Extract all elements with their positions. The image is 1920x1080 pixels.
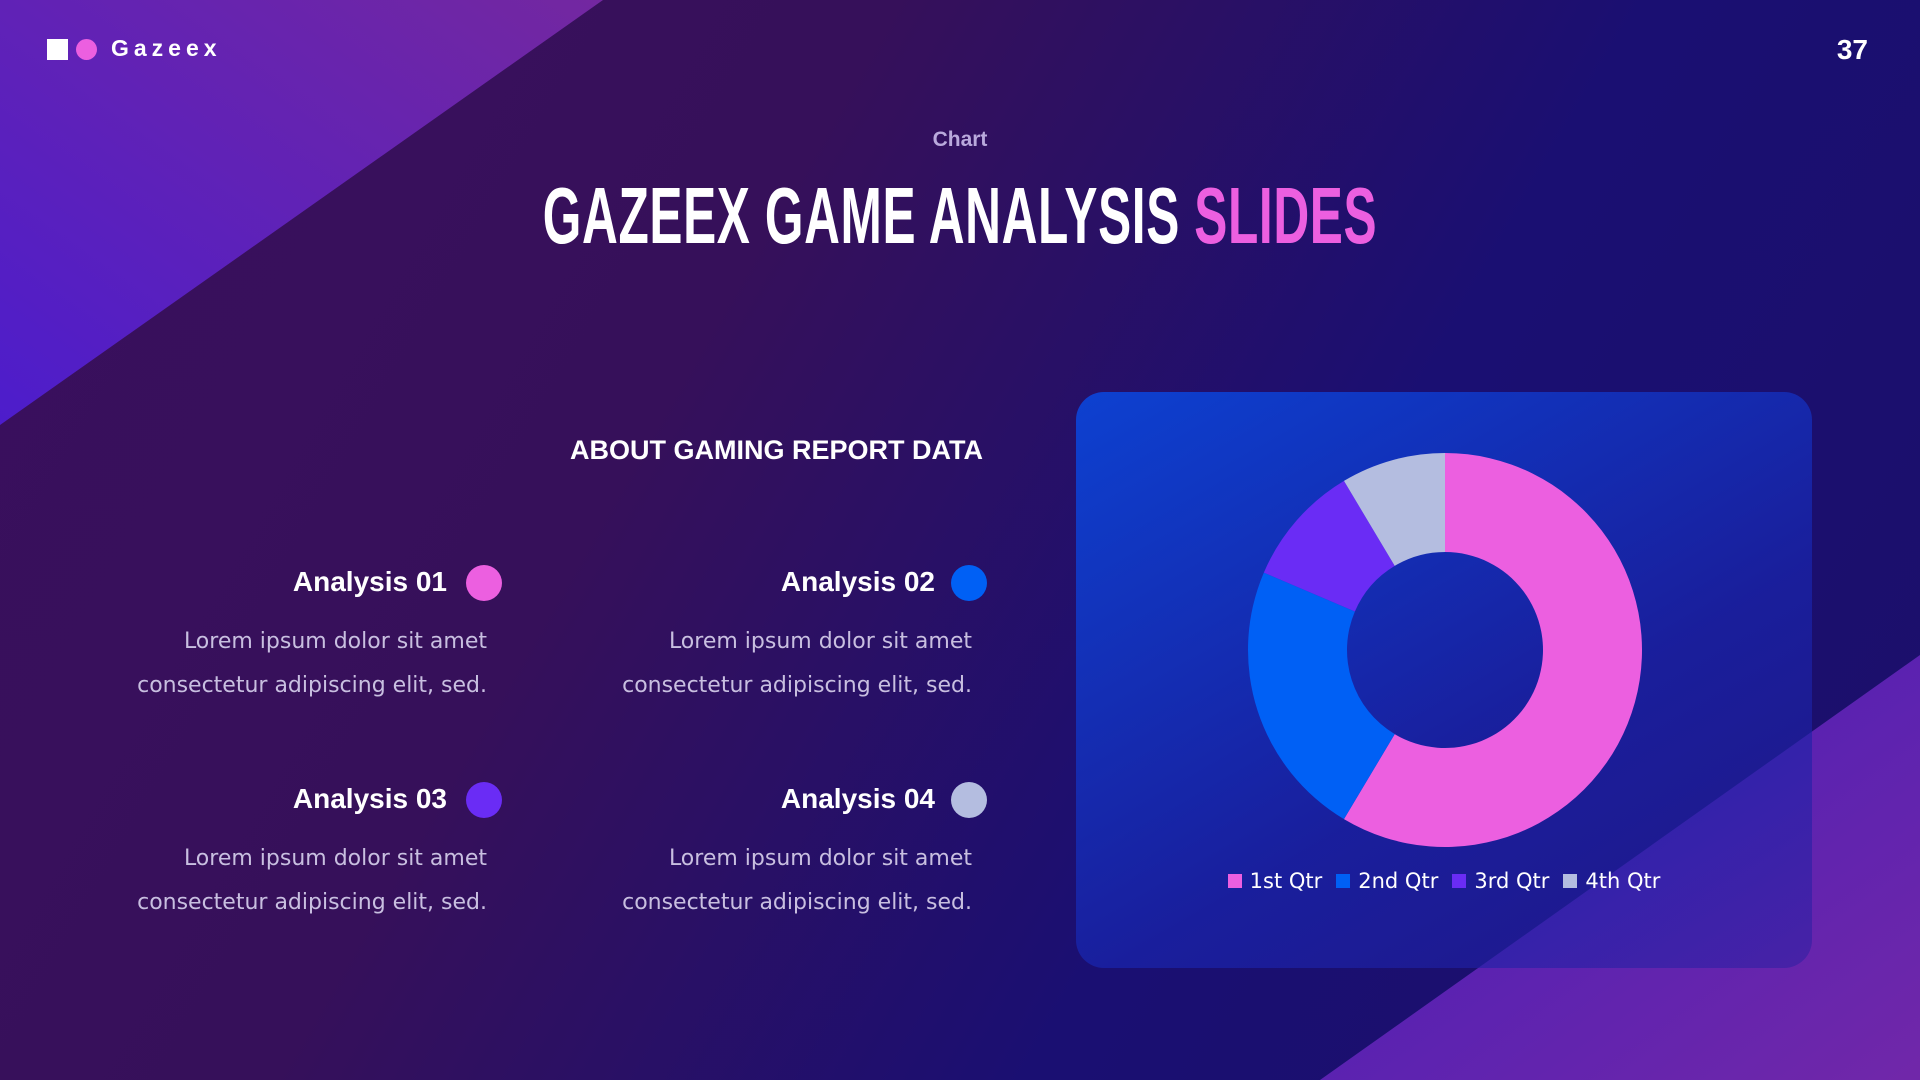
analysis-description: Lorem ipsum dolor sit amet consectetur a… xyxy=(622,620,972,708)
page-number: 37 xyxy=(1836,34,1868,65)
analysis-color-dot xyxy=(951,565,987,601)
legend-label: 2nd Qtr xyxy=(1358,869,1439,893)
analysis-color-dot xyxy=(951,782,987,818)
legend-swatch xyxy=(1227,874,1242,888)
legend-label: 1st Qtr xyxy=(1249,869,1323,893)
legend-item: 1st Qtr xyxy=(1227,869,1323,893)
donut-slice-3 xyxy=(1263,480,1395,612)
description-line: consectetur adipiscing elit, sed. xyxy=(622,673,972,698)
legend-label: 3rd Qtr xyxy=(1474,869,1550,893)
description-line: Lorem ipsum dolor sit amet xyxy=(183,629,487,654)
description-line: consectetur adipiscing elit, sed. xyxy=(137,673,487,698)
analysis-color-dot xyxy=(466,565,502,601)
analysis-title: Analysis 03 xyxy=(292,783,447,814)
donut-chart xyxy=(1248,453,1642,847)
donut-slice-1 xyxy=(1343,453,1642,847)
title-main: GAZEEX GAME ANALYSIS xyxy=(542,171,1180,260)
donut-slice-2 xyxy=(1248,572,1395,820)
chart-legend: 1st Qtr 2nd Qtr 3rd Qtr 4th Qtr xyxy=(1076,869,1812,893)
slide-title: GAZEEX GAME ANALYSIS SLIDES xyxy=(365,170,1555,262)
logo-circle xyxy=(76,39,97,60)
legend-label: 4th Qtr xyxy=(1585,869,1661,893)
analysis-title: Analysis 04 xyxy=(780,783,935,814)
legend-swatch xyxy=(1452,874,1467,888)
legend-item: 2nd Qtr xyxy=(1336,869,1438,893)
legend-swatch xyxy=(1563,874,1578,888)
brand-name: Gazeex xyxy=(111,35,222,61)
section-heading: ABOUT GAMING REPORT DATA xyxy=(570,435,983,465)
logo-square xyxy=(47,39,68,60)
description-line: Lorem ipsum dolor sit amet xyxy=(668,629,972,654)
description-line: Lorem ipsum dolor sit amet xyxy=(668,846,972,871)
analysis-description: Lorem ipsum dolor sit amet consectetur a… xyxy=(622,837,972,925)
analysis-title: Analysis 02 xyxy=(780,566,935,597)
legend-item: 3rd Qtr xyxy=(1452,869,1549,893)
title-highlight: SLIDES xyxy=(1194,171,1378,260)
analysis-description: Lorem ipsum dolor sit amet consectetur a… xyxy=(137,837,487,925)
analysis-color-dot xyxy=(466,782,502,818)
analysis-description: Lorem ipsum dolor sit amet consectetur a… xyxy=(137,620,487,708)
legend-item: 4th Qtr xyxy=(1563,869,1660,893)
slide-subtitle: Chart xyxy=(932,128,988,151)
description-line: consectetur adipiscing elit, sed. xyxy=(622,890,972,915)
analysis-title: Analysis 01 xyxy=(292,566,447,597)
description-line: consectetur adipiscing elit, sed. xyxy=(137,890,487,915)
description-line: Lorem ipsum dolor sit amet xyxy=(183,846,487,871)
donut-slice-4 xyxy=(1343,453,1445,566)
legend-swatch xyxy=(1336,874,1351,888)
